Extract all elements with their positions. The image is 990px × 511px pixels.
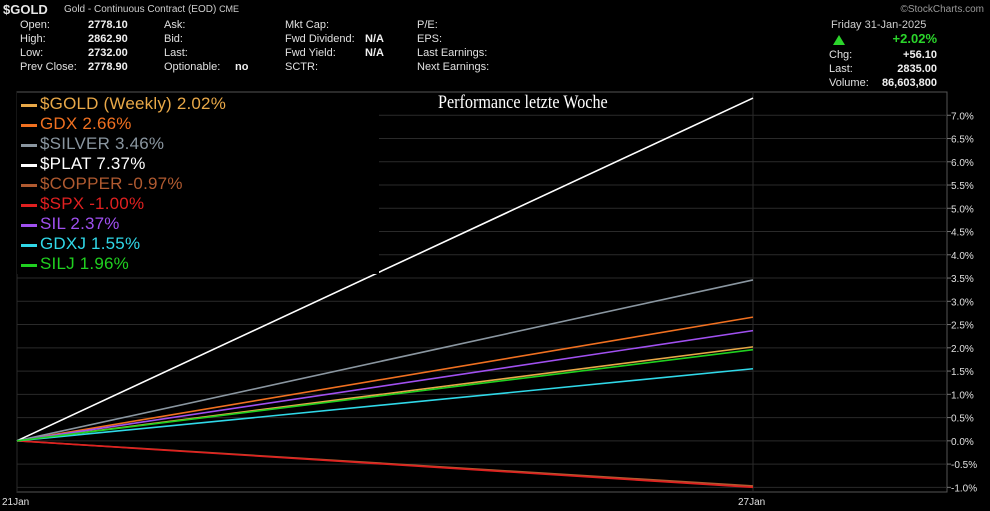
legend-label: SIL 2.37% bbox=[40, 214, 120, 233]
symbol-description: Gold - Continuous Contract (EOD) CME bbox=[64, 4, 240, 15]
chart-legend: $GOLD (Weekly) 2.02% GDX 2.66% $SILVER 3.4… bbox=[17, 93, 379, 274]
legend-label: SILJ 1.96% bbox=[40, 254, 129, 273]
y-tick-label: 5.5% bbox=[951, 181, 974, 192]
chg-label: Chg: bbox=[829, 49, 853, 61]
legend-swatch bbox=[21, 104, 37, 107]
legend-swatch bbox=[21, 204, 37, 207]
prev-close-label: Prev Close: bbox=[20, 61, 77, 73]
bid-label: Bid: bbox=[164, 33, 183, 45]
low-value: 2732.00 bbox=[88, 47, 128, 59]
y-tick-label: 2.5% bbox=[951, 321, 974, 332]
fwd-dividend-label: Fwd Dividend: bbox=[285, 33, 355, 45]
y-tick-label: 3.5% bbox=[951, 274, 974, 285]
y-tick-label: 7.0% bbox=[951, 111, 974, 122]
legend-label: $GOLD (Weekly) 2.02% bbox=[40, 94, 227, 113]
legend-label: $SILVER 3.46% bbox=[40, 134, 165, 153]
y-tick-label: 5.0% bbox=[951, 204, 974, 215]
high-value: 2862.90 bbox=[88, 33, 128, 45]
legend-label: $COPPER -0.97% bbox=[40, 174, 183, 193]
last-price-value: 2835.00 bbox=[897, 63, 937, 75]
next-earnings-label: Next Earnings: bbox=[417, 61, 490, 73]
legend-swatch bbox=[21, 144, 37, 147]
open-value: 2778.10 bbox=[88, 19, 128, 31]
up-arrow-icon bbox=[833, 35, 845, 45]
series-line bbox=[16, 279, 754, 442]
ask-label: Ask: bbox=[164, 19, 186, 31]
last-price-label: Last: bbox=[829, 63, 853, 75]
y-tick-label: 0.0% bbox=[951, 437, 974, 448]
mkt-cap-label: Mkt Cap: bbox=[285, 19, 330, 31]
open-label: Open: bbox=[20, 19, 50, 31]
series-line bbox=[16, 348, 754, 442]
y-tick-label: -1.0% bbox=[951, 483, 977, 494]
legend-label: $PLAT 7.37% bbox=[40, 154, 146, 173]
fwd-yield-label: Fwd Yield: bbox=[285, 47, 336, 59]
x-tick-label: 21Jan bbox=[2, 497, 29, 508]
sctr-label: SCTR: bbox=[285, 61, 318, 73]
legend-swatch bbox=[21, 244, 37, 247]
volume-label: Volume: bbox=[829, 77, 869, 89]
last-label: Last: bbox=[164, 47, 188, 59]
legend-label: $SPX -1.00% bbox=[40, 194, 145, 213]
y-tick-label: 1.0% bbox=[951, 390, 974, 401]
y-tick-label: 2.0% bbox=[951, 344, 974, 355]
quote-panel: Open: 2778.10 High: 2862.90 Low: 2732.00… bbox=[16, 18, 947, 92]
optionable-value: no bbox=[235, 61, 249, 73]
legend-label: GDXJ 1.55% bbox=[40, 234, 141, 253]
legend-swatch bbox=[21, 124, 37, 127]
chart-title: Performance letzte Woche bbox=[438, 92, 608, 113]
fwd-yield-value: N/A bbox=[365, 47, 384, 59]
symbol[interactable]: $GOLD bbox=[3, 2, 48, 17]
series-line bbox=[16, 367, 754, 442]
watermark: ©StockCharts.com bbox=[900, 4, 984, 15]
legend-swatch bbox=[21, 184, 37, 187]
series-line bbox=[16, 440, 754, 487]
low-label: Low: bbox=[20, 47, 44, 59]
legend-swatch bbox=[21, 264, 37, 267]
series-line bbox=[16, 440, 754, 489]
y-tick-label: 4.0% bbox=[951, 251, 974, 262]
quote-date: Friday 31-Jan-2025 bbox=[831, 19, 927, 31]
optionable-label: Optionable: bbox=[164, 61, 221, 73]
pct-change: +2.02% bbox=[892, 31, 937, 46]
chart-header: $GOLD Gold - Continuous Contract (EOD) C… bbox=[0, 0, 990, 18]
prev-close-value: 2778.90 bbox=[88, 61, 128, 73]
y-tick-label: 6.0% bbox=[951, 158, 974, 169]
y-tick-label: 1.5% bbox=[951, 367, 974, 378]
legend-label: GDX 2.66% bbox=[40, 114, 132, 133]
last-earnings-label: Last Earnings: bbox=[417, 47, 488, 59]
legend-swatch bbox=[21, 224, 37, 227]
y-tick-label: 3.0% bbox=[951, 297, 974, 308]
y-tick-label: 6.5% bbox=[951, 135, 974, 146]
y-tick-label: 0.5% bbox=[951, 414, 974, 425]
eps-label: EPS: bbox=[417, 33, 443, 45]
y-tick-label: -0.5% bbox=[951, 460, 977, 471]
pe-label: P/E: bbox=[417, 19, 438, 31]
series-line bbox=[16, 316, 754, 442]
chg-value: +56.10 bbox=[903, 49, 937, 61]
x-tick-label: 27Jan bbox=[738, 497, 765, 508]
series-line bbox=[16, 346, 754, 442]
volume-value: 86,603,800 bbox=[881, 77, 937, 89]
legend-swatch bbox=[21, 164, 37, 167]
series-line bbox=[16, 329, 754, 442]
y-tick-label: 4.5% bbox=[951, 228, 974, 239]
fwd-dividend-value: N/A bbox=[365, 33, 384, 45]
high-label: High: bbox=[20, 33, 46, 45]
